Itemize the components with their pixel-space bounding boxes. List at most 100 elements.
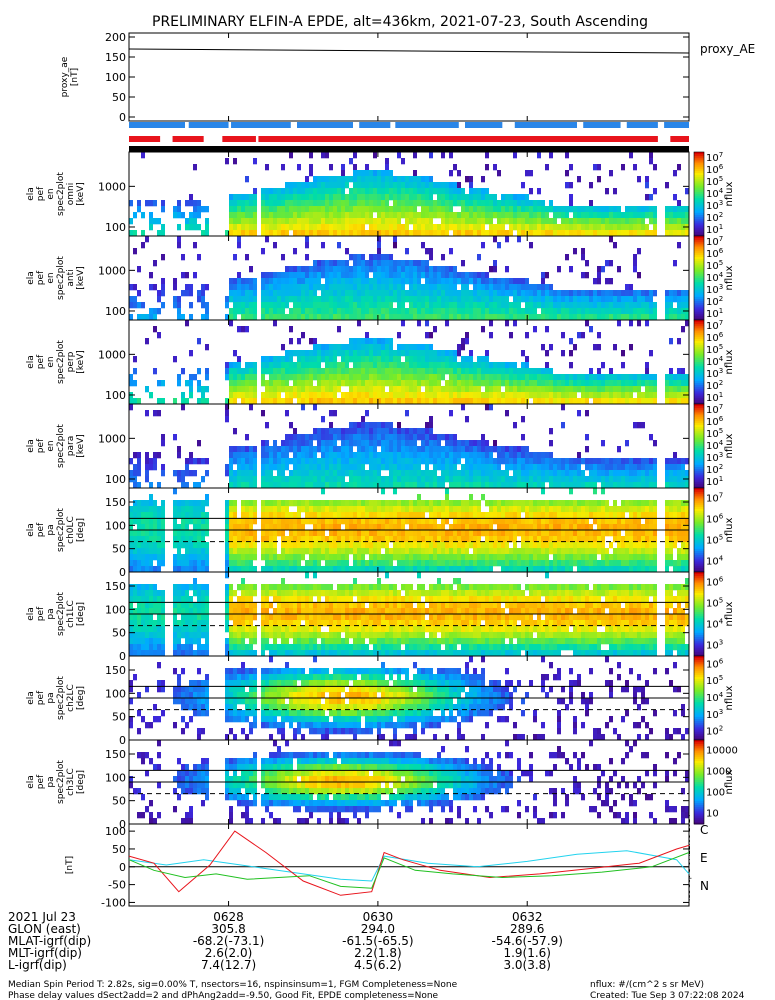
heatmap-cell <box>417 446 421 453</box>
heatmap-cell <box>333 470 337 477</box>
heatmap-cell <box>501 482 505 489</box>
heatmap-cell <box>229 482 233 489</box>
colorbar-tick-label: 107 <box>706 319 723 332</box>
heatmap-cell <box>241 368 245 375</box>
heatmap-cell <box>629 476 633 483</box>
heatmap-cell <box>345 428 349 435</box>
heatmap-cell <box>201 392 205 399</box>
heatmap-cell <box>385 290 389 297</box>
heatmap-cell <box>285 356 289 363</box>
heatmap-cell <box>609 392 613 399</box>
heatmap-cell <box>413 356 417 363</box>
heatmap-cell <box>357 170 361 177</box>
heatmap-cell <box>417 506 421 513</box>
heatmap-cell <box>593 224 597 231</box>
heatmap-cell <box>593 290 597 297</box>
colorbar-band <box>694 292 704 296</box>
heatmap-cell <box>325 356 329 363</box>
heatmap-cell <box>401 188 405 195</box>
heatmap-cell <box>261 446 265 453</box>
heatmap-cell <box>405 278 409 285</box>
heatmap-cell <box>437 290 441 297</box>
heatmap-cell <box>233 290 237 297</box>
heatmap-cell <box>417 392 421 399</box>
heatmap-cell <box>597 470 601 477</box>
colorbar-band <box>694 443 704 447</box>
heatmap-cell <box>549 398 553 405</box>
heatmap-cell <box>177 548 181 555</box>
heatmap-cell <box>197 290 201 297</box>
heatmap-cell <box>177 512 181 519</box>
heatmap-cell <box>441 182 445 189</box>
heatmap-cell <box>513 452 517 459</box>
colorbar-band <box>694 359 704 363</box>
heatmap-cell <box>145 530 149 537</box>
heatmap-cell <box>621 392 625 399</box>
heatmap-cell <box>249 566 253 573</box>
heatmap-cell <box>253 386 257 393</box>
heatmap-cell <box>305 302 309 309</box>
heatmap-cell <box>521 458 525 465</box>
heatmap-cell <box>685 218 689 225</box>
heatmap-cell <box>297 362 301 369</box>
heatmap-cell <box>325 206 329 213</box>
heatmap-cell <box>245 176 249 183</box>
heatmap-cell <box>433 350 437 357</box>
heatmap-cell <box>617 476 621 483</box>
heatmap-cell <box>305 308 309 315</box>
heatmap-cell <box>361 278 365 285</box>
heatmap-cell <box>681 218 685 225</box>
heatmap-cell <box>133 380 137 387</box>
heatmap-cell <box>541 224 545 231</box>
heatmap-cell <box>469 308 473 315</box>
heatmap-cell <box>653 290 657 297</box>
heatmap-cell <box>381 278 385 285</box>
heatmap-cell <box>293 386 297 393</box>
heatmap-cell <box>261 518 265 525</box>
heatmap-cell <box>481 242 485 249</box>
heatmap-cell <box>441 392 445 399</box>
heatmap-cell <box>313 404 317 411</box>
heatmap-cell <box>557 296 561 303</box>
heatmap-cell <box>413 524 417 531</box>
heatmap-cell <box>685 470 689 477</box>
heatmap-cell <box>493 464 497 471</box>
heatmap-cell <box>393 458 397 465</box>
heatmap-cell <box>485 392 489 399</box>
heatmap-cell <box>457 272 461 279</box>
heatmap-cell <box>341 398 345 405</box>
heatmap-cell <box>525 356 529 363</box>
colorbar-band <box>694 326 704 329</box>
heatmap-cell <box>293 182 297 189</box>
heatmap-cell <box>525 368 529 375</box>
heatmap-cell <box>525 296 529 303</box>
heatmap-cell <box>373 224 377 231</box>
heatmap-cell <box>157 530 161 537</box>
heatmap-cell <box>353 428 357 435</box>
heatmap-cell <box>137 542 141 549</box>
heatmap-cell <box>329 458 333 465</box>
heatmap-cell <box>137 560 141 567</box>
heatmap-cell <box>193 482 197 489</box>
heatmap-cell <box>497 200 501 207</box>
heatmap-cell <box>465 362 469 369</box>
heatmap-cell <box>489 464 493 471</box>
heatmap-cell <box>445 212 449 219</box>
heatmap-cell <box>421 212 425 219</box>
heatmap-cell <box>409 314 413 321</box>
heatmap-cell <box>397 440 401 447</box>
heatmap-cell <box>193 524 197 531</box>
heatmap-cell <box>569 302 573 309</box>
heatmap-cell <box>597 344 601 351</box>
heatmap-cell <box>425 542 429 549</box>
heatmap-cell <box>601 380 605 387</box>
heatmap-cell <box>393 284 397 291</box>
heatmap-cell <box>197 458 201 465</box>
heatmap-cell <box>581 392 585 399</box>
heatmap-cell <box>265 524 269 531</box>
heatmap-cell <box>357 308 361 315</box>
heatmap-cell <box>421 524 425 531</box>
heatmap-cell <box>385 428 389 435</box>
heatmap-cell <box>525 194 529 201</box>
heatmap-cell <box>681 374 685 381</box>
